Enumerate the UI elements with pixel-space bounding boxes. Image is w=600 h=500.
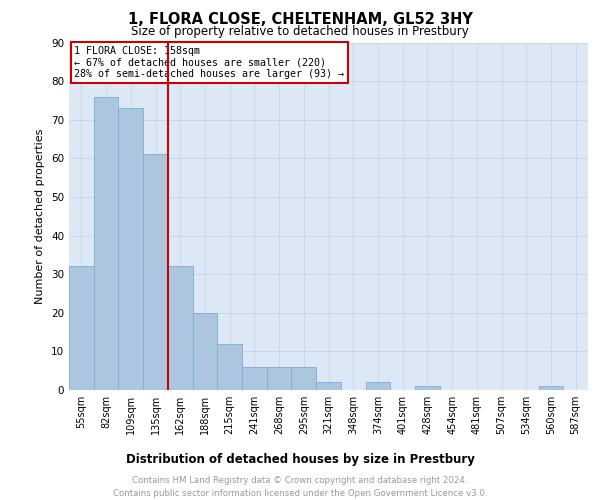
Bar xyxy=(193,313,217,390)
Bar xyxy=(539,386,563,390)
Bar xyxy=(143,154,168,390)
Bar xyxy=(118,108,143,390)
Bar xyxy=(365,382,390,390)
Bar xyxy=(316,382,341,390)
Text: Contains HM Land Registry data © Crown copyright and database right 2024.
Contai: Contains HM Land Registry data © Crown c… xyxy=(113,476,487,498)
Text: 1, FLORA CLOSE, CHELTENHAM, GL52 3HY: 1, FLORA CLOSE, CHELTENHAM, GL52 3HY xyxy=(128,12,472,28)
Text: Distribution of detached houses by size in Prestbury: Distribution of detached houses by size … xyxy=(125,452,475,466)
Y-axis label: Number of detached properties: Number of detached properties xyxy=(35,128,46,304)
Text: Size of property relative to detached houses in Prestbury: Size of property relative to detached ho… xyxy=(131,25,469,38)
Bar xyxy=(292,367,316,390)
Bar xyxy=(94,96,118,390)
Bar xyxy=(217,344,242,390)
Bar xyxy=(267,367,292,390)
Text: 1 FLORA CLOSE: 158sqm
← 67% of detached houses are smaller (220)
28% of semi-det: 1 FLORA CLOSE: 158sqm ← 67% of detached … xyxy=(74,46,344,79)
Bar xyxy=(242,367,267,390)
Bar xyxy=(415,386,440,390)
Bar xyxy=(168,266,193,390)
Bar xyxy=(69,266,94,390)
